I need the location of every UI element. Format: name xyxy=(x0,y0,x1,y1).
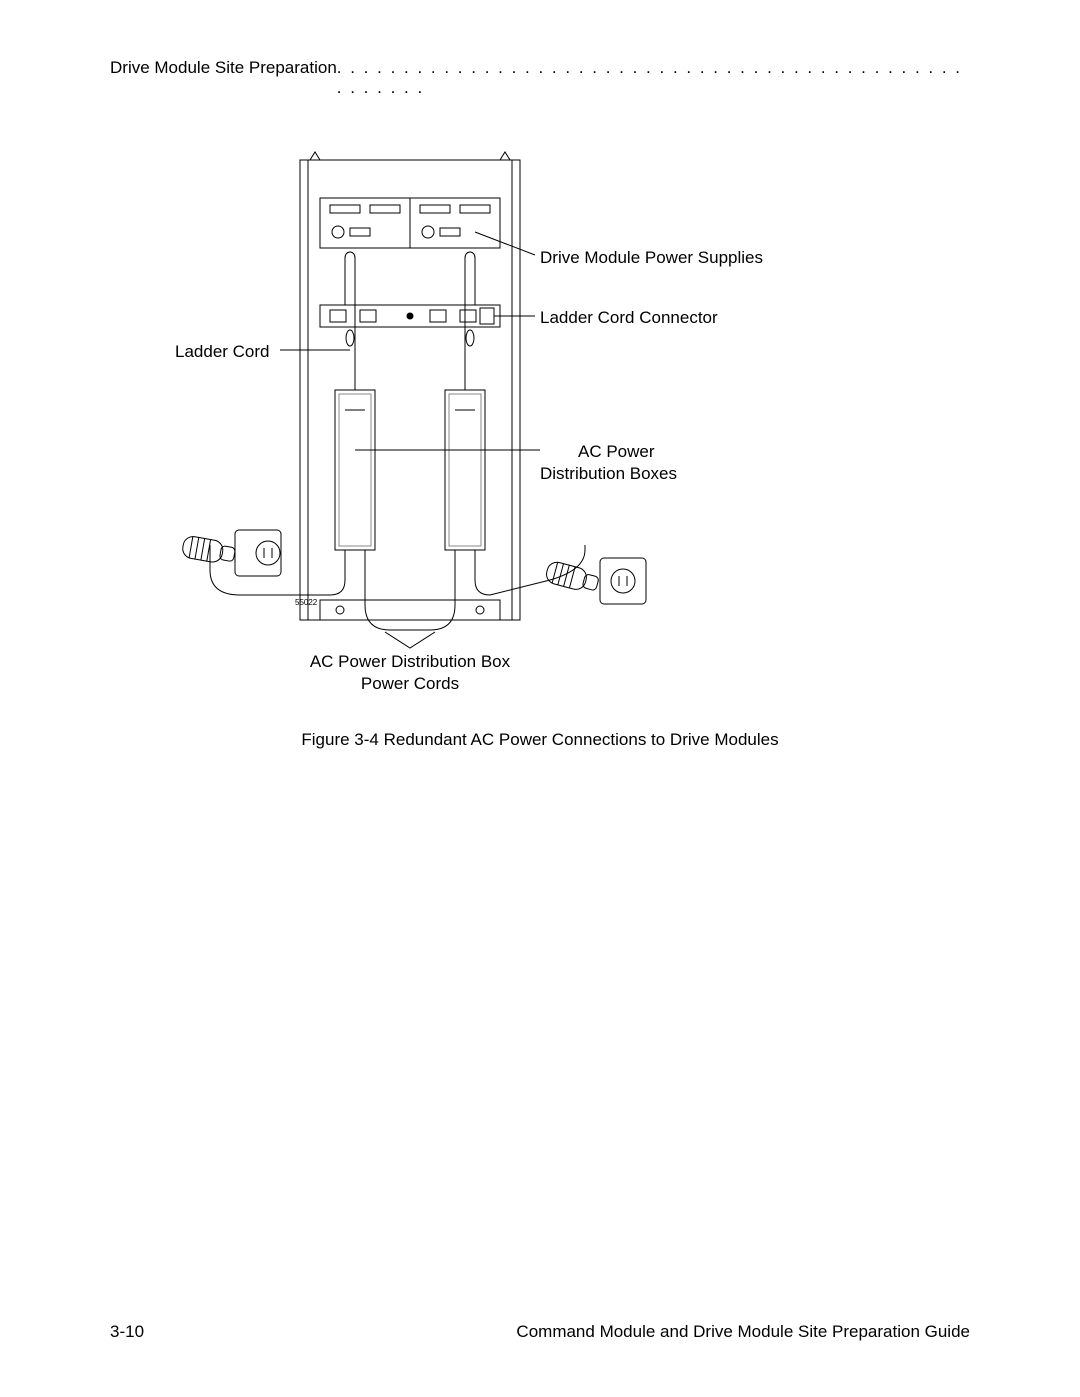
guide-title: Command Module and Drive Module Site Pre… xyxy=(516,1322,970,1342)
page-number: 3-10 xyxy=(110,1322,144,1342)
figure-caption: Figure 3-4 Redundant AC Power Connection… xyxy=(0,730,1080,750)
section-header: Drive Module Site Preparation . . . . . … xyxy=(110,58,970,98)
label-ladder-connector: Ladder Cord Connector xyxy=(540,306,718,330)
label-ac-box-line2: Distribution Boxes xyxy=(540,462,677,486)
header-dots: . . . . . . . . . . . . . . . . . . . . … xyxy=(337,58,970,98)
diagram-id: 55022 xyxy=(295,598,318,607)
label-bottom-line1: AC Power Distribution Box xyxy=(280,650,540,674)
figure-diagram: 55022 Ladder Cord Drive Module Power Sup… xyxy=(180,150,880,720)
diagram-svg: 55022 xyxy=(180,150,880,720)
label-ladder-cord: Ladder Cord xyxy=(175,340,270,364)
label-ac-box-line1: AC Power xyxy=(578,440,655,464)
page: Drive Module Site Preparation . . . . . … xyxy=(0,0,1080,1397)
label-power-supplies: Drive Module Power Supplies xyxy=(540,246,763,270)
label-bottom-line2: Power Cords xyxy=(280,672,540,696)
page-footer: 3-10 Command Module and Drive Module Sit… xyxy=(110,1322,970,1342)
section-title: Drive Module Site Preparation xyxy=(110,58,337,98)
